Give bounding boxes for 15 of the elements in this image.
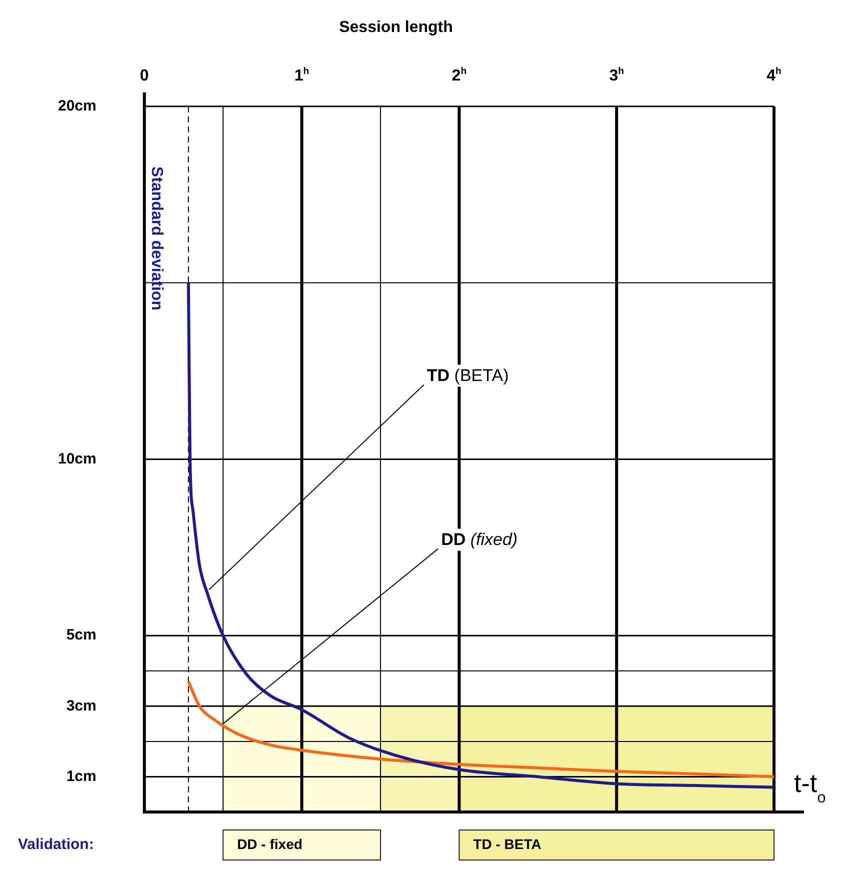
annotation: TD (BETA) xyxy=(426,366,509,385)
band-label: DD - fixed xyxy=(237,836,302,852)
line-series xyxy=(186,680,774,778)
x-tick-label: 0 xyxy=(140,67,149,84)
y-axis-title: Standard deviation xyxy=(148,166,165,310)
text: Validation: xyxy=(18,836,94,854)
y-tick-label: 20cm xyxy=(58,98,96,115)
y-tick-label: 10cm xyxy=(58,450,96,468)
y-tick-label: 3cm xyxy=(66,697,96,714)
line-series xyxy=(186,281,774,789)
chart-title: Session length xyxy=(339,19,453,36)
y-tick-label: 5cm xyxy=(66,626,96,644)
annotation: DD (fixed) xyxy=(441,530,518,550)
band-label: TD - BETA xyxy=(473,836,542,852)
y-tick-label: 1cm xyxy=(66,768,96,785)
